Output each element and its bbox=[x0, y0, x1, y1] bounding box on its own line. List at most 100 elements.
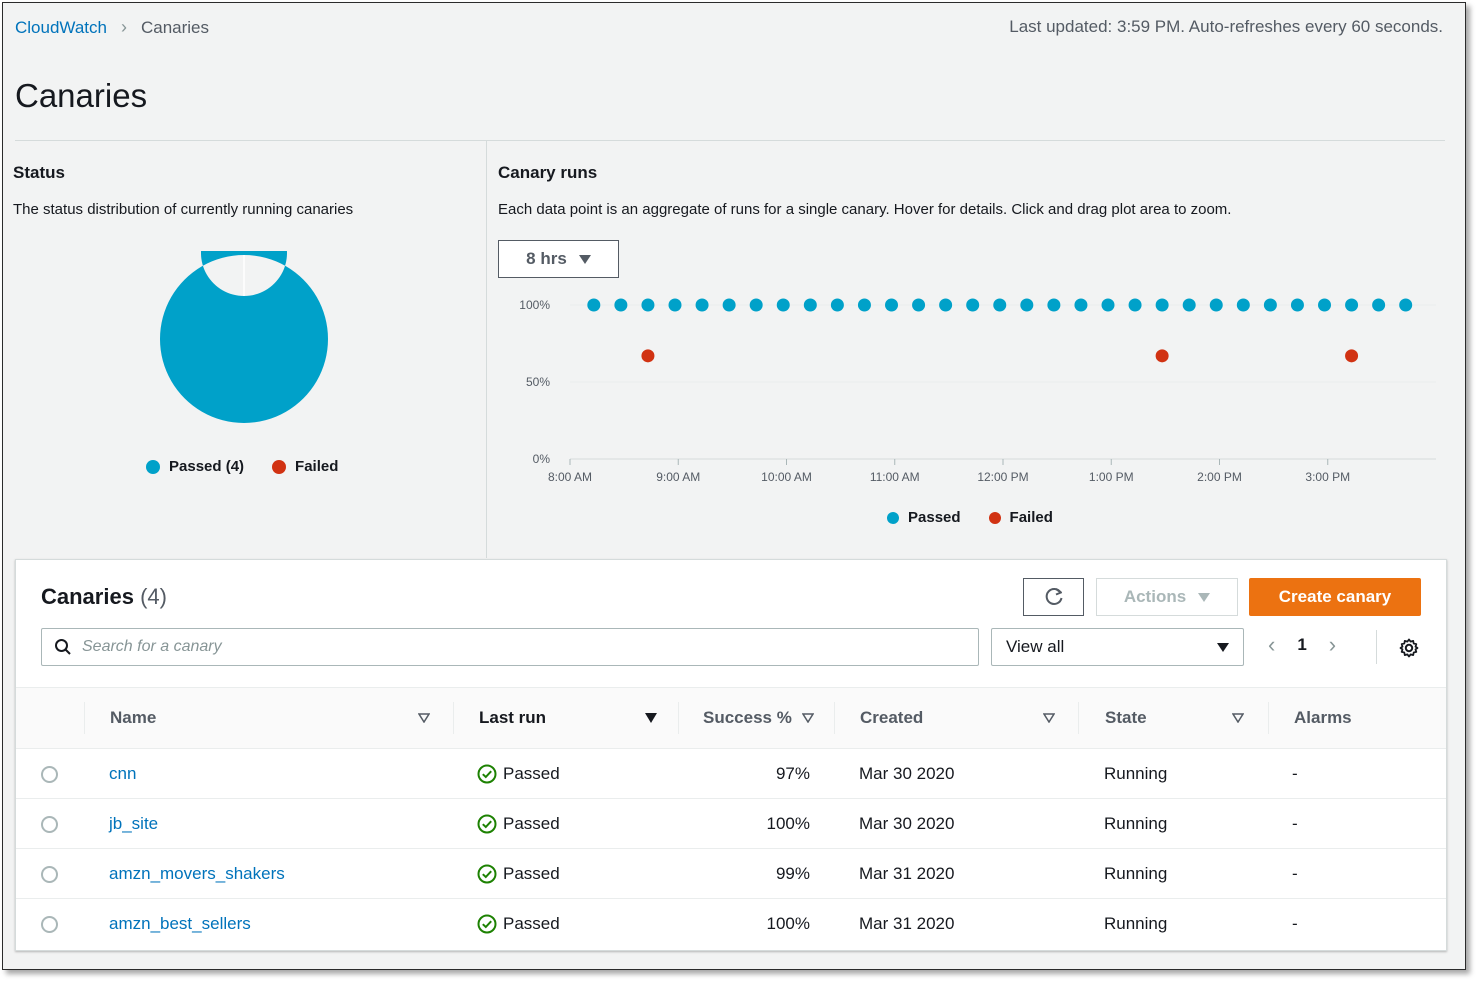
breadcrumb-current: Canaries bbox=[140, 17, 210, 37]
row-select-radio[interactable] bbox=[41, 749, 58, 799]
data-point-passed[interactable] bbox=[1047, 298, 1061, 312]
data-point-passed[interactable] bbox=[1209, 298, 1223, 312]
column-header-last-run[interactable]: Last run bbox=[479, 688, 657, 748]
data-point-failed[interactable] bbox=[1155, 349, 1169, 363]
column-separator bbox=[453, 702, 454, 734]
prev-page-icon[interactable]: ‹ bbox=[1268, 632, 1276, 657]
data-point-passed[interactable] bbox=[1101, 298, 1115, 312]
radio-button[interactable] bbox=[41, 915, 58, 933]
data-point-passed[interactable] bbox=[1236, 298, 1250, 312]
data-point-passed[interactable] bbox=[1290, 298, 1304, 312]
canaries-table-panel: Canaries (4) Actions Create canary View … bbox=[15, 559, 1447, 951]
radio-button[interactable] bbox=[41, 815, 58, 833]
data-point-passed[interactable] bbox=[1155, 298, 1169, 312]
data-point-passed[interactable] bbox=[695, 298, 709, 312]
search-box bbox=[41, 628, 979, 666]
donut-slice-passed[interactable] bbox=[160, 251, 328, 423]
status-description: The status distribution of currently run… bbox=[13, 201, 354, 218]
status-title: Status bbox=[13, 163, 65, 182]
data-point-passed[interactable] bbox=[749, 298, 763, 312]
data-point-passed[interactable] bbox=[641, 298, 655, 312]
data-point-passed[interactable] bbox=[776, 298, 790, 312]
canary-name-link[interactable]: amzn_best_sellers bbox=[109, 914, 251, 933]
data-point-passed[interactable] bbox=[966, 298, 980, 312]
data-point-failed[interactable] bbox=[1345, 349, 1359, 363]
last-run-status: Passed bbox=[477, 749, 560, 799]
data-point-passed[interactable] bbox=[912, 298, 926, 312]
canary-runs-chart[interactable]: 100% 50% 0% 8:00 AM 9:00 AM 10:00 AM 11:00 AM 1… bbox=[498, 283, 1448, 503]
column-header-created[interactable]: Created bbox=[860, 688, 1055, 748]
pagination: ‹ 1 › bbox=[1268, 632, 1336, 658]
data-point-passed[interactable] bbox=[587, 298, 601, 312]
sort-icon bbox=[1232, 713, 1244, 723]
create-canary-button[interactable]: Create canary bbox=[1249, 578, 1421, 616]
column-header-name[interactable]: Name bbox=[110, 688, 430, 748]
runs-legend-item-passed[interactable]: Passed bbox=[887, 509, 961, 526]
data-point-passed[interactable] bbox=[885, 298, 899, 312]
gear-icon[interactable] bbox=[1398, 637, 1420, 659]
filter-select[interactable]: View all bbox=[991, 628, 1244, 666]
row-select-radio[interactable] bbox=[41, 899, 58, 949]
sort-icon bbox=[418, 713, 430, 723]
last-run-text: Passed bbox=[503, 914, 560, 933]
x-tick-label: 1:00 PM bbox=[1089, 470, 1134, 484]
table-row[interactable]: jb_site Passed 100% Mar 30 2020 Running … bbox=[16, 799, 1446, 849]
legend-item-failed[interactable]: Failed bbox=[272, 458, 338, 475]
failed-dot-icon bbox=[272, 459, 287, 474]
data-point-passed[interactable] bbox=[614, 298, 628, 312]
success-percent: 100% bbox=[766, 814, 810, 833]
radio-button[interactable] bbox=[41, 765, 58, 783]
data-point-passed[interactable] bbox=[1372, 298, 1386, 312]
data-point-passed[interactable] bbox=[1182, 298, 1196, 312]
row-select-radio[interactable] bbox=[41, 849, 58, 899]
runs-legend-item-failed[interactable]: Failed bbox=[988, 509, 1053, 526]
data-point-passed[interactable] bbox=[993, 298, 1007, 312]
table-row[interactable]: amzn_best_sellers Passed 100% Mar 31 202… bbox=[16, 899, 1446, 949]
breadcrumb-cloudwatch-link[interactable]: CloudWatch bbox=[15, 17, 107, 37]
legend-item-passed[interactable]: Passed (4) bbox=[146, 458, 244, 475]
time-range-dropdown[interactable]: 8 hrs bbox=[498, 240, 619, 278]
data-point-passed[interactable] bbox=[1128, 298, 1142, 312]
last-run-status: Passed bbox=[477, 799, 560, 849]
legend-label-passed: Passed (4) bbox=[169, 458, 245, 475]
row-select-radio[interactable] bbox=[41, 799, 58, 849]
vertical-divider bbox=[486, 140, 487, 558]
sort-descending-icon bbox=[645, 713, 657, 723]
refresh-icon bbox=[1045, 588, 1062, 605]
table-row[interactable]: amzn_movers_shakers Passed 99% Mar 31 20… bbox=[16, 849, 1446, 899]
search-input[interactable] bbox=[82, 638, 962, 656]
actions-dropdown[interactable]: Actions bbox=[1096, 578, 1238, 616]
canary-name-link[interactable]: jb_site bbox=[109, 814, 159, 833]
refresh-button[interactable] bbox=[1023, 578, 1084, 616]
next-page-icon[interactable]: › bbox=[1328, 632, 1337, 657]
data-point-passed[interactable] bbox=[803, 298, 817, 312]
radio-button[interactable] bbox=[41, 865, 58, 883]
success-percent: 97% bbox=[775, 764, 810, 783]
data-point-passed[interactable] bbox=[1345, 298, 1359, 312]
column-header-success[interactable]: Success % bbox=[703, 688, 818, 748]
data-point-failed[interactable] bbox=[641, 349, 655, 363]
column-label-state: State bbox=[1105, 708, 1147, 727]
table-row[interactable]: cnn Passed 97% Mar 30 2020 Running - bbox=[16, 749, 1446, 799]
data-point-passed[interactable] bbox=[830, 298, 844, 312]
data-point-passed[interactable] bbox=[1318, 298, 1332, 312]
data-point-passed[interactable] bbox=[722, 298, 736, 312]
success-percent: 99% bbox=[775, 864, 810, 883]
status-donut-chart[interactable] bbox=[156, 251, 332, 427]
created-date: Mar 30 2020 bbox=[859, 814, 955, 833]
data-point-passed[interactable] bbox=[1020, 298, 1034, 312]
column-header-state[interactable]: State bbox=[1105, 688, 1244, 748]
canary-name-link[interactable]: amzn_movers_shakers bbox=[109, 864, 285, 883]
canary-name-link[interactable]: cnn bbox=[109, 764, 137, 783]
data-point-passed[interactable] bbox=[1263, 298, 1277, 312]
data-point-passed[interactable] bbox=[1074, 298, 1088, 312]
alarms-value: - bbox=[1292, 864, 1298, 883]
data-point-passed[interactable] bbox=[939, 298, 953, 312]
x-tick-label: 3:00 PM bbox=[1305, 470, 1350, 484]
last-run-text: Passed bbox=[503, 764, 560, 783]
data-point-passed[interactable] bbox=[857, 298, 871, 312]
alarms-value: - bbox=[1292, 914, 1298, 933]
data-point-passed[interactable] bbox=[1399, 298, 1413, 312]
data-point-passed[interactable] bbox=[668, 298, 682, 312]
page-number[interactable]: 1 bbox=[1297, 635, 1307, 654]
